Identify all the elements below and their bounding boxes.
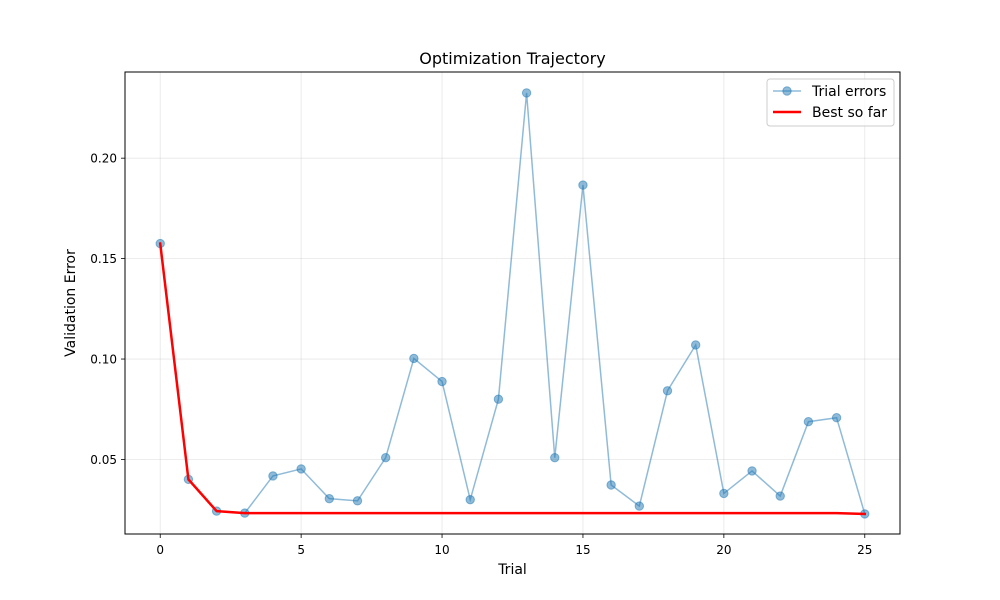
- x-tick-label: 0: [156, 543, 164, 557]
- trial-error-point: [662, 386, 673, 396]
- series-layer: [155, 88, 870, 519]
- legend-trial-errors-label: Trial errors: [811, 84, 886, 100]
- trial-error-point: [521, 88, 532, 98]
- trial-error-point: [690, 340, 701, 350]
- x-tick-label: 20: [716, 543, 731, 557]
- trial-error-point: [352, 496, 363, 506]
- series-best-so-far-line: [158, 242, 867, 516]
- series-trial-errors-line: [159, 92, 866, 515]
- trial-error-point: [296, 464, 306, 474]
- trial-error-point: [493, 394, 504, 404]
- x-axis-label: Trial: [497, 562, 527, 578]
- trial-error-point: [831, 412, 842, 423]
- grid-layer: [125, 72, 900, 534]
- y-tick-label: 0.05: [90, 453, 117, 467]
- legend-best-so-far-label: Best so far: [812, 105, 887, 121]
- trial-error-point: [578, 180, 588, 190]
- tick-layer: 0 5 10 15 20 25 0.05 0.10 0.15 0.20: [90, 152, 872, 557]
- trial-error-point: [268, 471, 278, 481]
- trial-error-point: [324, 493, 335, 504]
- y-tick-label: 0.10: [90, 353, 117, 367]
- trial-error-point: [380, 452, 391, 463]
- legend: Trial errors Best so far: [766, 78, 895, 127]
- trial-error-point: [719, 488, 729, 499]
- trial-error-point: [465, 494, 475, 505]
- trial-error-point: [409, 353, 419, 364]
- trial-error-point: [550, 452, 560, 463]
- x-tick-label: 15: [575, 543, 590, 557]
- y-tick-label: 0.20: [90, 152, 117, 166]
- trial-error-point: [775, 491, 785, 501]
- trial-error-point: [747, 466, 757, 476]
- trial-error-point: [606, 480, 616, 490]
- legend-trial-errors-marker: [782, 86, 792, 96]
- chart-title: Optimization Trajectory: [419, 49, 605, 68]
- x-tick-label: 25: [857, 543, 872, 557]
- trial-error-point: [634, 501, 645, 511]
- x-tick-label: 5: [297, 543, 305, 557]
- plot-area-frame: [124, 71, 901, 535]
- y-axis-label: Validation Error: [63, 249, 79, 357]
- trial-error-point: [803, 417, 814, 427]
- trial-error-point: [437, 376, 447, 387]
- y-tick-label: 0.15: [90, 252, 117, 266]
- x-tick-label: 10: [434, 543, 449, 557]
